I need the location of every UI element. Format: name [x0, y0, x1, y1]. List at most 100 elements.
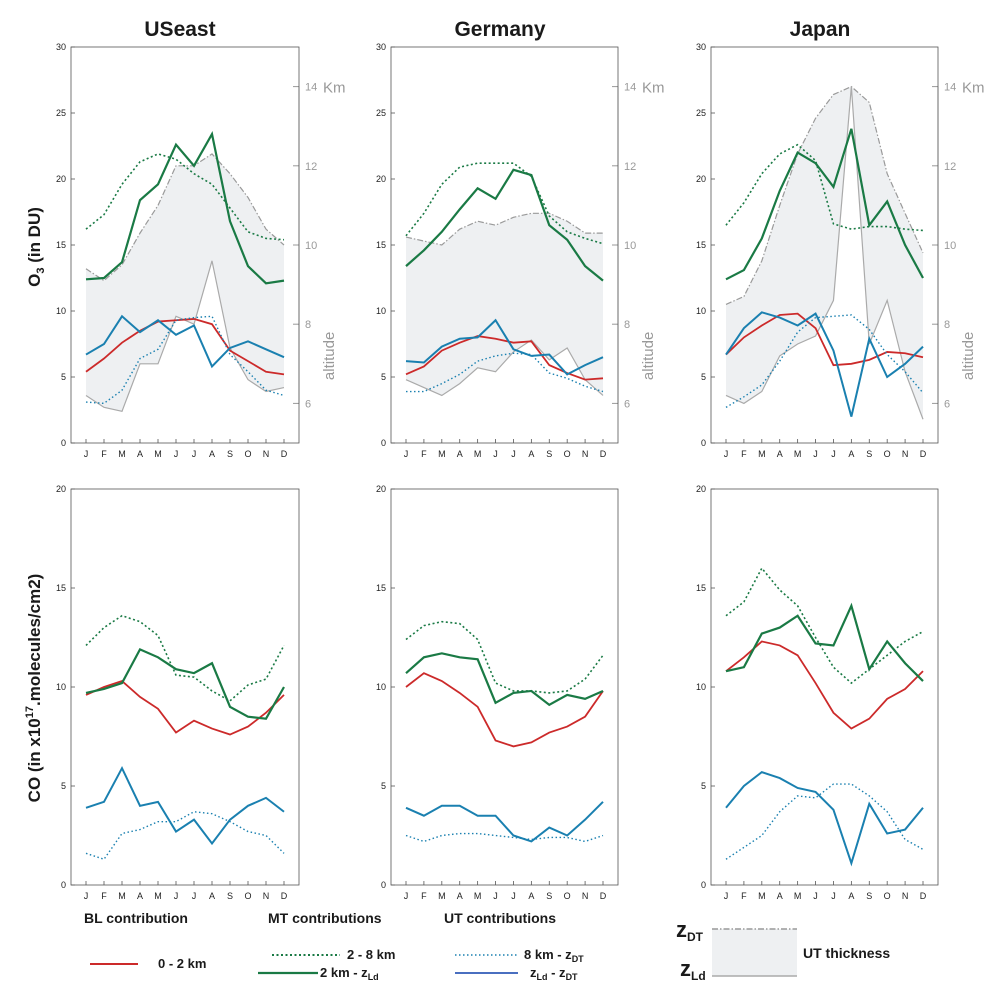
legend-zdt-label: zDT: [676, 917, 704, 944]
z-ld-line: [725, 86, 924, 420]
y-tick-label: 15: [56, 240, 66, 250]
x-tick-label: J: [831, 891, 836, 901]
x-tick-label: F: [741, 891, 747, 901]
x-tick-label: M: [438, 891, 446, 901]
panels: 6 8 10 12 14 Km altitude 0 5 10 15 20 25 30 J F M A M J J A S O…: [56, 42, 985, 901]
altitude-tick-label: 8: [624, 319, 630, 331]
x-tick-label: O: [884, 449, 891, 459]
panel-frame: [710, 488, 939, 886]
y-tick-label: 15: [696, 240, 706, 250]
ut-thickness-band: [86, 153, 284, 412]
series-line-ut-8km-zdt: [85, 811, 285, 861]
x-tick-label: J: [404, 891, 409, 901]
y-tick-label: 10: [696, 306, 706, 316]
legend-ut2-item: zLd - zDT: [530, 965, 578, 982]
series-line-mt-2km-zld: [405, 168, 604, 282]
series-line-ut-8km-zdt: [405, 832, 604, 843]
altitude-tick-label: 6: [624, 398, 630, 410]
panel-o3-useast: 6 8 10 12 14 Km altitude 0 5 10 15 20 25 30 J F M A M J J A S O…: [56, 42, 346, 459]
altitude-tick-label: 10: [305, 240, 317, 252]
altitude-tick-label: 12: [624, 161, 636, 173]
x-tick-label: M: [794, 891, 802, 901]
x-tick-label: J: [192, 891, 197, 901]
legend-ut1-item: 8 km - zDT: [524, 947, 584, 964]
series-line-bl-0-2km: [725, 640, 924, 730]
series-line-mt-2km-zld: [85, 131, 285, 285]
x-tick-label: M: [758, 891, 766, 901]
x-tick-label: A: [848, 891, 854, 901]
x-tick-label: J: [84, 891, 89, 901]
x-tick-label: M: [438, 449, 446, 459]
y-tick-label: 5: [381, 372, 386, 382]
altitude-label: altitude: [640, 332, 657, 380]
altitude-label: altitude: [960, 332, 977, 380]
legend-mt1-item: 2 - 8 km: [347, 947, 395, 962]
x-tick-label: M: [758, 449, 766, 459]
legend-mt2-item: 2 km - zLd: [320, 965, 379, 982]
series-line-ut-zld-zdt: [725, 771, 924, 867]
y-tick-label: 20: [376, 484, 386, 494]
y-tick-label: 30: [376, 42, 386, 52]
altitude-label: altitude: [321, 332, 338, 380]
legend-zld-label: zLd: [680, 956, 706, 983]
x-tick-label: J: [724, 891, 729, 901]
altitude-tick-label: 14: [944, 82, 956, 94]
altitude-tick-label: 6: [944, 398, 950, 410]
y-tick-label: 5: [381, 781, 386, 791]
y-tick-label: 10: [376, 306, 386, 316]
x-tick-label: A: [777, 891, 783, 901]
altitude-tick-label: 12: [944, 161, 956, 173]
x-tick-label: S: [546, 891, 552, 901]
legend-ut-band: [712, 929, 797, 976]
series-line-ut-zld-zdt: [85, 765, 285, 846]
altitude-tick-label: 8: [944, 319, 950, 331]
x-tick-label: D: [600, 891, 607, 901]
series-line-ut-8km-zdt: [85, 315, 285, 405]
series-line-mt-2km-zld: [725, 602, 924, 682]
series-line-mt-2km-zld: [85, 647, 285, 720]
y-tick-label: 10: [376, 682, 386, 692]
x-tick-label: J: [404, 449, 409, 459]
y-tick-label: 0: [381, 880, 386, 890]
x-tick-label: M: [118, 891, 126, 901]
x-tick-label: D: [920, 891, 927, 901]
x-tick-label: J: [511, 449, 516, 459]
series-line-ut-zld-zdt: [405, 318, 604, 376]
x-tick-label: O: [564, 891, 571, 901]
series-line-mt-2-8km: [405, 162, 604, 245]
series-line-ut-zld-zdt: [85, 314, 285, 369]
x-tick-label: D: [600, 449, 607, 459]
y-tick-label: 0: [61, 880, 66, 890]
legend-bl-header: BL contribution: [84, 910, 188, 926]
x-tick-label: J: [813, 891, 818, 901]
x-tick-label: A: [848, 449, 854, 459]
altitude-tick-label: 12: [305, 161, 317, 173]
ut-thickness-band: [726, 86, 923, 420]
series-line-bl-0-2km: [725, 312, 924, 367]
x-tick-label: A: [209, 891, 215, 901]
x-tick-label: F: [421, 449, 427, 459]
altitude-unit: Km: [642, 80, 665, 97]
x-tick-label: M: [794, 449, 802, 459]
panel-o3-japan: 6 8 10 12 14 Km altitude 0 5 10 15 20 25 30 J F M A M J J A S O…: [696, 42, 985, 459]
x-tick-label: F: [421, 891, 427, 901]
y-tick-label: 25: [696, 108, 706, 118]
x-tick-label: S: [546, 449, 552, 459]
panel-co-japan: 0 5 10 15 20 J F M A M J J A S O N D: [696, 484, 939, 901]
ut-thickness-band: [406, 213, 603, 396]
x-tick-label: N: [902, 449, 909, 459]
altitude-tick-label: 6: [305, 398, 311, 410]
x-tick-label: A: [528, 449, 534, 459]
y-tick-label: 0: [701, 880, 706, 890]
title-japan: Japan: [790, 18, 851, 41]
y-tick-label: 5: [61, 781, 66, 791]
x-tick-label: O: [884, 891, 891, 901]
series-line-mt-2-8km: [405, 620, 604, 694]
x-tick-label: D: [281, 449, 288, 459]
x-tick-label: M: [118, 449, 126, 459]
series-line-mt-2km-zld: [725, 128, 924, 281]
y-tick-label: 20: [56, 174, 66, 184]
x-tick-label: A: [528, 891, 534, 901]
x-tick-label: S: [866, 891, 872, 901]
